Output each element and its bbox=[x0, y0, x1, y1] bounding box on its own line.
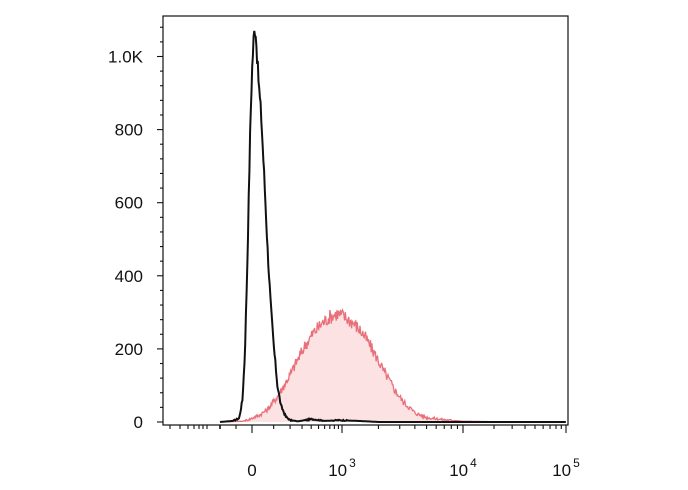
plot-frame bbox=[162, 15, 569, 426]
y-tick-label: 600 bbox=[115, 194, 143, 213]
x-tick-label: 0 bbox=[247, 461, 256, 480]
y-tick-label: 1.0K bbox=[108, 48, 144, 67]
x-axis: 0 10 3 10 4 10 5 bbox=[169, 425, 580, 480]
y-tick-label: 400 bbox=[115, 267, 143, 286]
y-tick-label: 200 bbox=[115, 340, 143, 359]
y-axis: 0 200 400 600 800 1.0K bbox=[108, 26, 163, 432]
x-tick-label: 10 3 bbox=[328, 456, 356, 480]
series-line bbox=[219, 30, 566, 423]
x-tick-label: 10 4 bbox=[449, 456, 477, 480]
y-tick-label: 800 bbox=[115, 121, 143, 140]
series-fill bbox=[220, 309, 566, 422]
x-tick-label: 10 5 bbox=[552, 456, 580, 480]
y-tick-label: 0 bbox=[134, 413, 143, 432]
series-layer bbox=[219, 30, 566, 423]
